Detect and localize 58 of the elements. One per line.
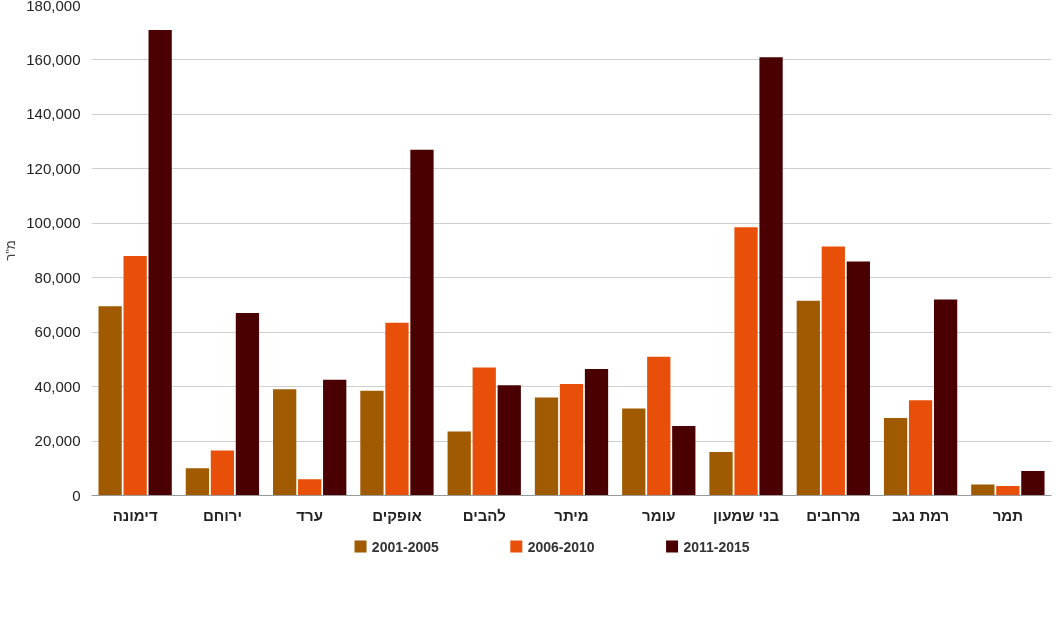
x-tick-label: אופקים — [372, 506, 422, 524]
x-tick-label: ירוחם — [202, 506, 242, 524]
bar — [883, 417, 908, 496]
bar — [385, 322, 409, 496]
bar — [647, 356, 671, 496]
bar — [447, 431, 471, 496]
bar — [472, 367, 496, 496]
legend-label: 2001-2005 — [371, 538, 440, 555]
bar — [709, 451, 733, 496]
bar — [971, 484, 995, 496]
x-tick-label: רמת נגב — [891, 506, 950, 524]
bar — [410, 149, 434, 496]
y-axis-title: מ"ר — [3, 240, 19, 261]
bar — [622, 408, 646, 496]
bar — [323, 379, 347, 496]
bar — [996, 485, 1020, 496]
y-tick-label: 0 — [72, 486, 81, 504]
bar — [148, 30, 172, 496]
x-tick-label: דימונה — [112, 506, 158, 524]
y-tick-label: 80,000 — [34, 268, 81, 286]
bar — [273, 389, 297, 496]
legend-label: 2006-2010 — [527, 538, 595, 555]
bar — [933, 299, 958, 496]
bar — [497, 385, 521, 496]
y-tick-label: 60,000 — [34, 323, 81, 341]
x-tick-label: מיתר — [554, 506, 589, 524]
bar — [821, 246, 845, 496]
bar — [759, 57, 783, 496]
bar — [734, 227, 758, 496]
bar — [796, 300, 820, 496]
bar — [672, 426, 696, 496]
bar — [559, 383, 584, 496]
bar — [846, 261, 870, 496]
x-tick-label: להבים — [462, 506, 506, 524]
bar — [298, 479, 322, 496]
x-tick-label: תמר — [992, 506, 1024, 524]
bar — [908, 400, 933, 496]
x-tick-label: מרחבים — [806, 506, 861, 524]
y-tick-label: 40,000 — [34, 377, 81, 395]
bar — [534, 397, 559, 496]
y-tick-label: 180,000 — [26, 0, 81, 14]
y-tick-label: 140,000 — [26, 105, 81, 123]
bar — [584, 368, 609, 496]
y-tick-label: 20,000 — [34, 432, 81, 450]
y-tick-label: 160,000 — [26, 50, 81, 68]
bar — [360, 390, 384, 496]
bar — [123, 255, 147, 496]
bar — [185, 468, 210, 496]
bar — [1021, 471, 1045, 496]
bar — [235, 313, 260, 496]
bar — [210, 450, 235, 496]
bar — [98, 306, 122, 496]
x-tick-label: עומר — [642, 506, 676, 524]
x-tick-label: בני שמעון — [713, 506, 780, 524]
y-tick-label: 100,000 — [26, 214, 81, 232]
legend-label: 2011-2015 — [683, 538, 750, 555]
x-tick-label: ערד — [296, 506, 324, 524]
y-tick-label: 120,000 — [26, 159, 81, 177]
